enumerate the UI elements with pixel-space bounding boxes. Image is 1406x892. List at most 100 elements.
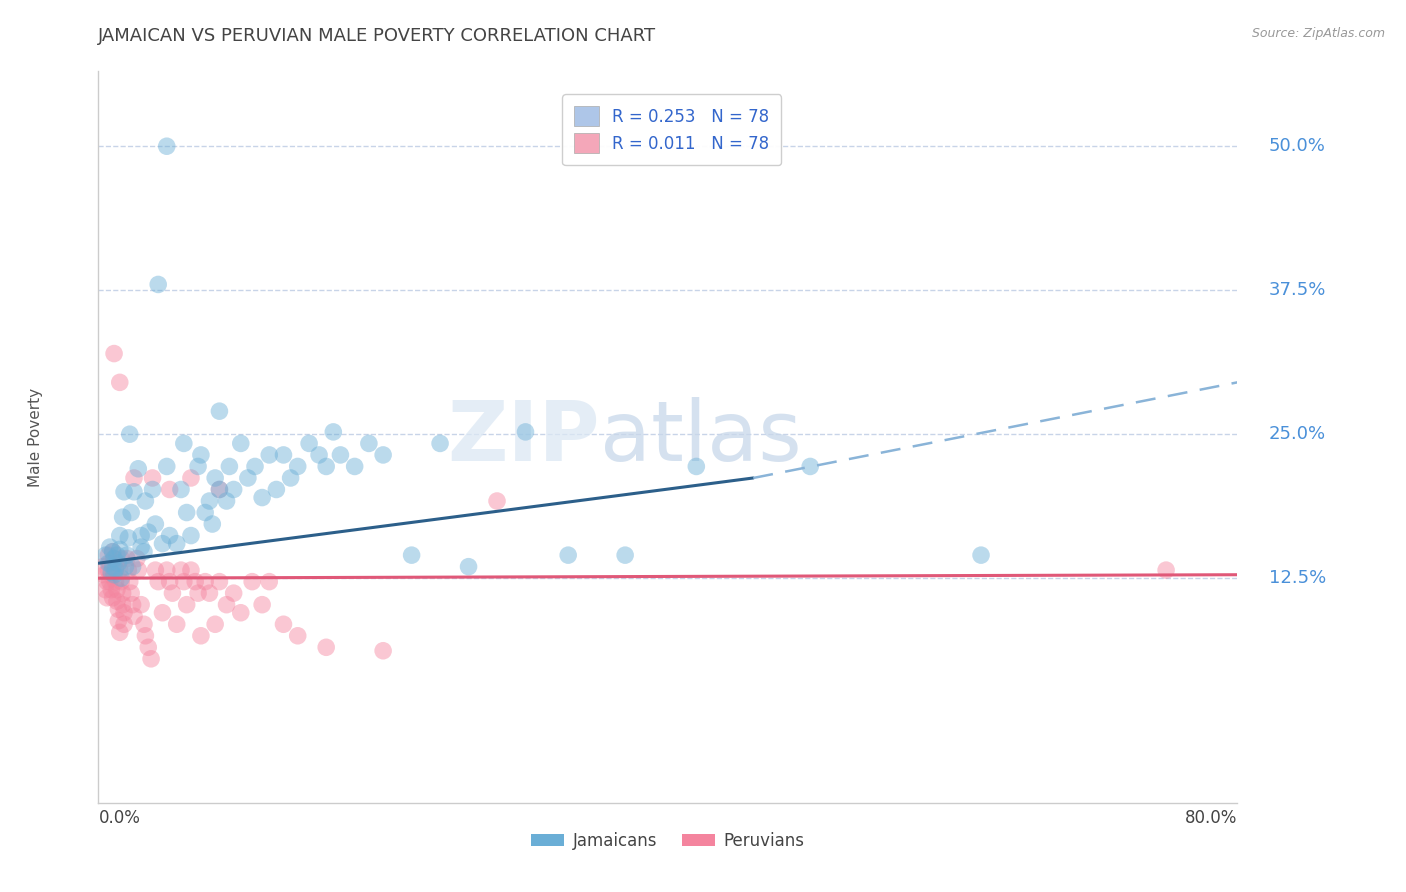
Text: 0.0%: 0.0%: [98, 808, 141, 827]
Point: [114, 559, 136, 574]
Point: [166, 617, 188, 632]
Point: [308, 448, 330, 462]
Point: [180, 471, 202, 485]
Point: [117, 531, 139, 545]
Text: 12.5%: 12.5%: [1268, 569, 1326, 587]
Point: [204, 617, 226, 632]
Point: [799, 459, 821, 474]
Point: [152, 606, 174, 620]
Point: [107, 556, 129, 570]
Point: [97, 556, 120, 570]
Point: [101, 591, 124, 605]
Point: [343, 459, 366, 474]
Point: [103, 551, 125, 566]
Point: [108, 376, 131, 390]
Point: [132, 544, 155, 558]
Point: [190, 629, 212, 643]
Text: atlas: atlas: [599, 397, 801, 477]
Point: [401, 548, 423, 562]
Point: [103, 346, 125, 360]
Point: [136, 640, 159, 655]
Point: [273, 448, 295, 462]
Point: [259, 574, 281, 589]
Point: [215, 494, 238, 508]
Point: [101, 544, 124, 558]
Point: [118, 574, 141, 589]
Point: [111, 598, 134, 612]
Point: [105, 582, 128, 597]
Point: [194, 506, 217, 520]
Point: [122, 471, 145, 485]
Point: [111, 586, 134, 600]
Point: [315, 459, 337, 474]
Point: [259, 448, 281, 462]
Point: [97, 548, 120, 562]
Point: [156, 563, 179, 577]
Point: [105, 594, 128, 608]
Point: [127, 462, 149, 476]
Point: [107, 614, 129, 628]
Point: [557, 548, 579, 562]
Point: [176, 598, 198, 612]
Point: [122, 484, 145, 499]
Point: [162, 586, 184, 600]
Point: [208, 574, 231, 589]
Point: [97, 563, 120, 577]
Point: [287, 629, 309, 643]
Text: 80.0%: 80.0%: [1185, 808, 1237, 827]
Point: [194, 574, 217, 589]
Point: [100, 566, 122, 580]
Point: [96, 574, 118, 589]
Point: [96, 591, 118, 605]
Point: [208, 483, 231, 497]
Point: [117, 563, 139, 577]
Point: [298, 436, 321, 450]
Point: [93, 567, 115, 582]
Text: 50.0%: 50.0%: [1268, 137, 1326, 155]
Point: [104, 562, 127, 576]
Text: 25.0%: 25.0%: [1268, 425, 1326, 443]
Point: [222, 586, 245, 600]
Text: Male Poverty: Male Poverty: [28, 387, 44, 487]
Point: [329, 448, 352, 462]
Point: [136, 525, 159, 540]
Point: [120, 506, 142, 520]
Point: [134, 629, 156, 643]
Point: [180, 528, 202, 542]
Point: [229, 436, 252, 450]
Text: ZIP: ZIP: [447, 397, 599, 477]
Point: [108, 528, 131, 542]
Point: [184, 574, 207, 589]
Point: [141, 471, 163, 485]
Point: [198, 494, 221, 508]
Point: [110, 571, 132, 585]
Point: [229, 606, 252, 620]
Point: [243, 459, 266, 474]
Point: [970, 548, 993, 562]
Text: 37.5%: 37.5%: [1268, 281, 1326, 299]
Point: [122, 609, 145, 624]
Point: [222, 483, 245, 497]
Point: [103, 551, 125, 566]
Point: [125, 551, 148, 566]
Point: [173, 436, 195, 450]
Point: [141, 483, 163, 497]
Point: [104, 563, 127, 577]
Point: [170, 563, 193, 577]
Point: [357, 436, 380, 450]
Point: [94, 548, 117, 562]
Point: [129, 528, 152, 542]
Point: [145, 516, 167, 531]
Point: [159, 483, 181, 497]
Point: [121, 598, 143, 612]
Point: [315, 640, 337, 655]
Point: [156, 459, 179, 474]
Point: [208, 483, 231, 497]
Point: [166, 536, 188, 550]
Point: [218, 459, 240, 474]
Point: [198, 586, 221, 600]
Point: [486, 494, 509, 508]
Point: [139, 652, 162, 666]
Point: [129, 540, 152, 554]
Point: [170, 483, 193, 497]
